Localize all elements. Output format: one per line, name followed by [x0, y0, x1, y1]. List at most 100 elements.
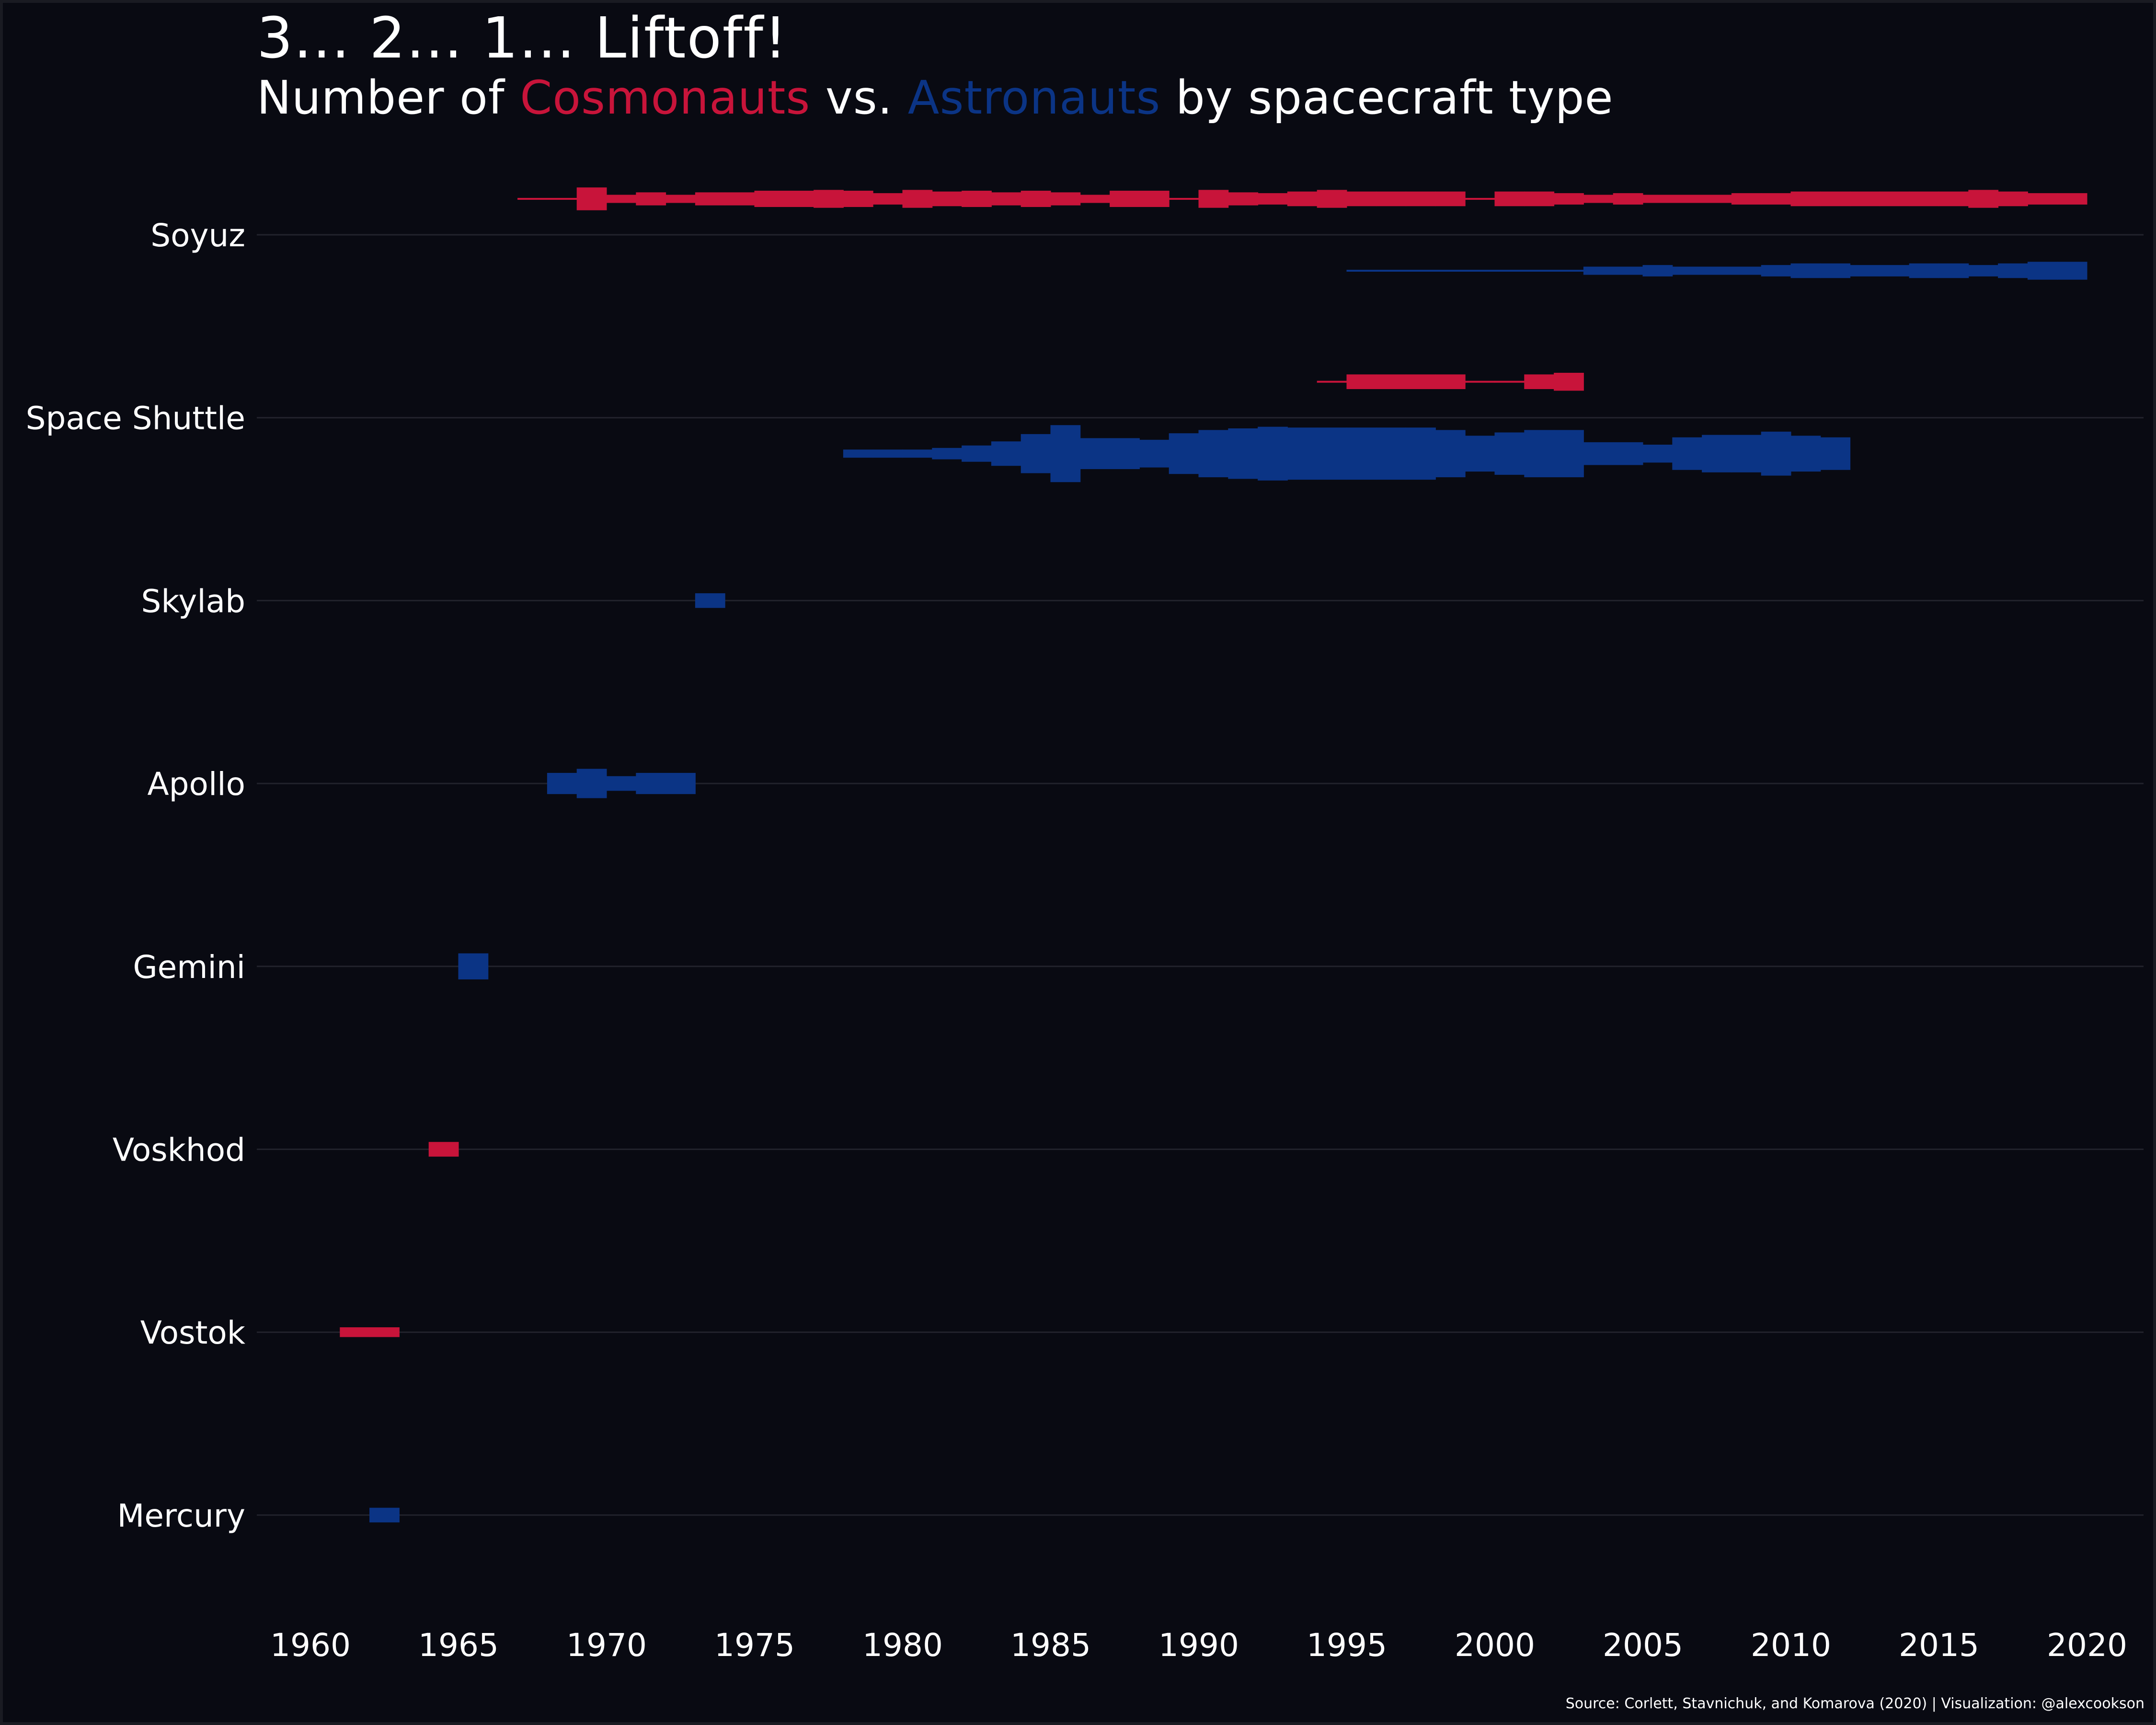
legend-cosmonauts: Cosmonauts	[520, 71, 811, 125]
data-mark-cosmonauts	[1080, 195, 1111, 203]
data-mark-astronauts	[1968, 265, 1999, 276]
data-mark-astronauts	[1790, 436, 1821, 472]
data-mark-cosmonauts	[1938, 191, 1969, 207]
data-mark-cosmonauts	[636, 192, 666, 206]
legend-astronauts: Astronauts	[907, 71, 1161, 125]
data-mark-astronauts	[1435, 270, 1466, 272]
data-mark-astronauts	[1465, 436, 1495, 472]
data-mark-astronauts	[695, 593, 725, 608]
data-mark-astronauts	[872, 449, 903, 458]
data-mark-cosmonauts	[2027, 193, 2058, 205]
data-mark-astronauts	[1583, 442, 1614, 465]
x-tick-label: 1975	[714, 1627, 795, 1664]
data-mark-cosmonauts	[1494, 380, 1525, 383]
data-mark-astronauts	[1524, 430, 1555, 477]
data-mark-cosmonauts	[1376, 374, 1407, 389]
data-mark-astronauts	[1790, 263, 1821, 278]
data-mark-cosmonauts	[1554, 373, 1584, 391]
data-mark-astronauts	[1021, 434, 1051, 473]
data-mark-cosmonauts	[1702, 195, 1732, 203]
data-mark-astronauts	[1731, 435, 1762, 472]
data-mark-astronauts	[1080, 438, 1111, 469]
data-mark-astronauts	[1642, 445, 1673, 463]
data-mark-cosmonauts	[724, 192, 755, 206]
data-mark-cosmonauts	[369, 1327, 400, 1337]
data-mark-astronauts	[1317, 427, 1347, 480]
data-mark-astronauts	[1494, 270, 1525, 272]
y-tick-label: Mercury	[117, 1497, 245, 1534]
y-tick-label: Apollo	[148, 766, 245, 803]
data-mark-cosmonauts	[695, 192, 725, 206]
data-mark-astronauts	[1998, 263, 2028, 278]
data-mark-cosmonauts	[1909, 191, 1939, 207]
data-mark-cosmonauts	[1435, 374, 1466, 389]
data-mark-cosmonauts	[784, 191, 814, 207]
data-mark-cosmonauts	[576, 187, 607, 210]
x-tick-label: 2015	[1899, 1627, 1979, 1664]
data-mark-cosmonauts	[1169, 198, 1199, 200]
y-tick-label: Skylab	[141, 583, 246, 620]
data-mark-cosmonauts	[1110, 191, 1140, 207]
data-mark-cosmonauts	[1021, 191, 1051, 207]
data-mark-astronauts	[1702, 266, 1732, 275]
chart-caption: Source: Corlett, Stavnichuk, and Komarov…	[1565, 1695, 2145, 1712]
data-mark-astronauts	[458, 953, 489, 979]
data-mark-astronauts	[1761, 265, 1791, 276]
data-mark-astronauts	[665, 773, 696, 794]
data-mark-cosmonauts	[1583, 195, 1614, 203]
data-mark-astronauts	[1554, 270, 1584, 272]
data-mark-cosmonauts	[1050, 192, 1081, 206]
data-mark-cosmonauts	[1406, 191, 1436, 207]
y-tick-label: Voskhod	[113, 1132, 245, 1169]
data-mark-cosmonauts	[606, 195, 637, 203]
data-mark-astronauts	[1731, 266, 1762, 275]
x-tick-label: 2000	[1455, 1627, 1535, 1664]
data-mark-cosmonauts	[902, 190, 933, 208]
data-mark-astronauts	[1406, 270, 1436, 272]
data-mark-astronauts	[636, 773, 666, 794]
x-tick-label: 1965	[418, 1627, 499, 1664]
data-mark-cosmonauts	[1287, 191, 1318, 207]
data-mark-astronauts	[1258, 426, 1288, 481]
data-mark-astronauts	[1909, 263, 1939, 278]
data-mark-cosmonauts	[932, 191, 963, 207]
x-tick-label: 1960	[270, 1627, 351, 1664]
data-mark-cosmonauts	[814, 190, 844, 208]
data-mark-astronauts	[902, 449, 933, 458]
data-mark-astronauts	[1376, 270, 1407, 272]
y-tick-label: Space Shuttle	[26, 400, 245, 437]
data-mark-astronauts	[1198, 430, 1229, 477]
chart-subtitle: Number of Cosmonauts vs. Astronauts by s…	[257, 71, 1614, 125]
data-mark-astronauts	[1761, 431, 1791, 476]
data-mark-astronauts	[1820, 263, 1851, 278]
data-mark-cosmonauts	[1968, 190, 1999, 208]
data-mark-cosmonauts	[547, 198, 577, 200]
data-mark-cosmonauts	[1228, 192, 1259, 206]
x-tick-label: 1995	[1307, 1627, 1387, 1664]
data-mark-astronauts	[1672, 266, 1703, 275]
data-mark-astronauts	[547, 773, 577, 794]
y-tick-label: Vostok	[140, 1314, 246, 1351]
data-mark-cosmonauts	[1524, 191, 1555, 207]
data-mark-cosmonauts	[1672, 195, 1703, 203]
data-mark-cosmonauts	[2057, 193, 2087, 205]
data-mark-astronauts	[1613, 266, 1643, 275]
y-tick-label: Soyuz	[150, 217, 245, 254]
data-mark-cosmonauts	[1258, 193, 1288, 205]
data-mark-astronauts	[576, 769, 607, 798]
x-tick-label: 2010	[1751, 1627, 1831, 1664]
data-mark-cosmonauts	[843, 191, 873, 207]
subtitle-suffix: by spacecraft type	[1175, 71, 1614, 125]
data-mark-cosmonauts	[754, 191, 785, 207]
x-tick-label: 2005	[1603, 1627, 1683, 1664]
data-mark-cosmonauts	[1554, 193, 1584, 205]
data-mark-astronauts	[1435, 430, 1466, 477]
data-mark-cosmonauts	[1850, 191, 1880, 207]
data-mark-astronauts	[1554, 430, 1584, 477]
y-tick-label: Gemini	[133, 949, 245, 986]
data-mark-cosmonauts	[428, 1142, 459, 1157]
data-mark-cosmonauts	[665, 195, 696, 203]
data-mark-astronauts	[1702, 435, 1732, 472]
data-mark-astronauts	[1524, 270, 1555, 272]
